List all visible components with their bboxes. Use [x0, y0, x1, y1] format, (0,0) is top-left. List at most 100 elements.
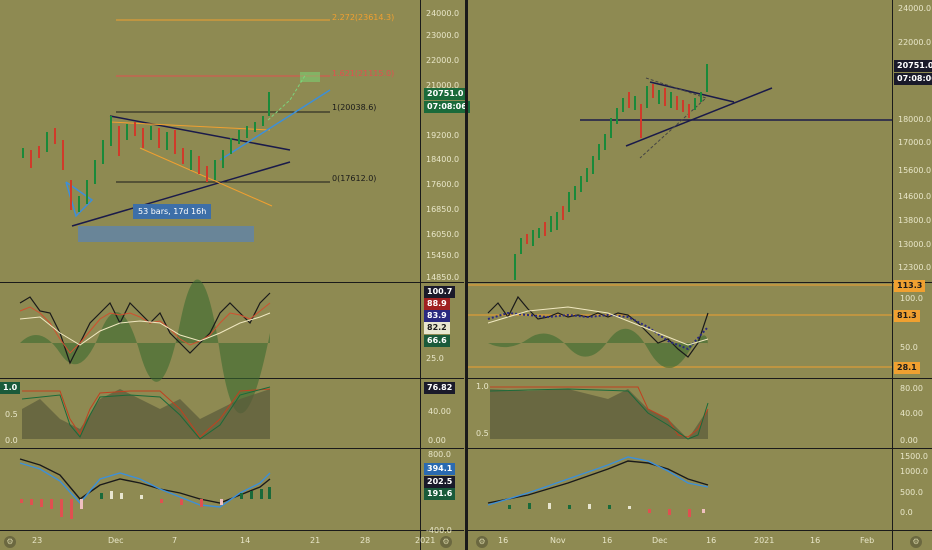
price-tick: 21000.0: [426, 81, 460, 90]
price-tick: 14850.0: [426, 273, 460, 282]
osc1-value: 66.6: [424, 335, 450, 347]
price-tick: 23000.0: [426, 31, 460, 40]
time-tick: 7: [172, 536, 178, 545]
price-tick: 22000.0: [426, 56, 460, 65]
price-tick: 16850.0: [426, 205, 460, 214]
macd-tick: 500.0: [900, 488, 923, 497]
price-tick: 13800.0: [898, 216, 932, 225]
price-tick: 19200.0: [426, 131, 460, 140]
gear-icon[interactable]: ⚙: [4, 536, 16, 548]
osc2-left-label: 1.0: [0, 382, 21, 394]
fib-label-top: 2.272(23614.3): [332, 13, 395, 22]
left-candles: [22, 92, 270, 212]
time-tick: 28: [360, 536, 371, 545]
pane-divider[interactable]: [468, 378, 932, 379]
macd-histogram: [20, 487, 271, 519]
measure-label: 53 bars, 17d 16h: [133, 204, 212, 219]
time-tick: Dec: [108, 536, 124, 545]
osc1-value: 88.9: [424, 298, 450, 310]
pane-divider[interactable]: [468, 282, 932, 283]
osc1-value: 28.1: [894, 362, 920, 374]
osc1-tick: 50.0: [900, 343, 918, 352]
price-tick: 14600.0: [898, 192, 932, 201]
time-tick: Feb: [860, 536, 875, 545]
time-tick: 16: [602, 536, 613, 545]
price-tick: 24000.0: [898, 4, 932, 13]
price-tick: 13000.0: [898, 240, 932, 249]
price-tick: 24000.0: [426, 9, 460, 18]
time-tick: 2021: [754, 536, 775, 545]
price-tick: 18000.0: [898, 115, 932, 124]
time-axis-divider: [468, 530, 932, 531]
osc1-value: 113.3: [894, 280, 926, 292]
fib-label-one: 1(20038.6): [332, 103, 377, 112]
pane-divider[interactable]: [468, 448, 932, 449]
pane-divider[interactable]: [0, 282, 464, 283]
gear-icon[interactable]: ⚙: [476, 536, 488, 548]
osc2-left-tick: 0.5: [5, 410, 18, 419]
right-macd-pane[interactable]: [468, 449, 892, 531]
osc2-tick: 80.00: [900, 384, 923, 393]
gear-icon[interactable]: ⚙: [910, 536, 922, 548]
macd-histogram: [508, 503, 705, 517]
last-price-tag: 20751.0: [424, 88, 467, 100]
left-oscillator-2[interactable]: [0, 379, 420, 449]
time-tick: 21: [310, 536, 321, 545]
measure-range-box: [78, 226, 254, 242]
left-oscillator-1[interactable]: [0, 279, 420, 414]
macd-value: 394.1: [424, 463, 456, 475]
price-tick: 17600.0: [426, 180, 460, 189]
macd-tick: 0.0: [900, 508, 913, 517]
osc2-tick: 0.00: [428, 436, 446, 445]
last-price-tag: 20751.0: [894, 60, 932, 72]
price-tick: 16050.0: [426, 230, 460, 239]
fib-label-mid: 1.621(21115.0): [332, 69, 395, 78]
time-tick: Nov: [550, 536, 566, 545]
gear-icon[interactable]: ⚙: [440, 536, 452, 548]
time-tick: 16: [706, 536, 717, 545]
osc2-left-tick: 0.5: [476, 429, 489, 438]
macd-value: 202.5: [424, 476, 456, 488]
osc2-tick: 40.00: [428, 407, 451, 416]
osc2-tick: 0.00: [900, 436, 918, 445]
left-macd-pane[interactable]: [0, 449, 420, 531]
osc2-left-tick: 1.0: [476, 382, 489, 391]
macd-value: 191.6: [424, 488, 456, 500]
osc1-tick: 25.0: [426, 354, 444, 363]
right-price-pane[interactable]: [468, 0, 892, 282]
right-oscillator-2[interactable]: [468, 379, 892, 449]
macd-tick: -400.0: [426, 526, 452, 535]
osc2-left-tick: 0.0: [5, 436, 18, 445]
price-tick: 18400.0: [426, 155, 460, 164]
pane-divider[interactable]: [0, 448, 464, 449]
osc1-value: 82.2: [424, 322, 450, 334]
price-tick: 15600.0: [898, 166, 932, 175]
time-axis-divider: [0, 530, 464, 531]
fib-label-zero: 0(17612.0): [332, 174, 377, 183]
osc1-tick: 100.0: [900, 294, 923, 303]
macd-tick: 1000.0: [900, 467, 928, 476]
time-tick: 16: [810, 536, 821, 545]
time-tick: 16: [498, 536, 509, 545]
left-chart[interactable]: 2.272(23614.3) 1.621(21115.0) 1(20038.6)…: [0, 0, 470, 550]
chart-splitter[interactable]: [465, 0, 468, 550]
osc1-value: 83.9: [424, 310, 450, 322]
right-candles: [514, 64, 708, 280]
time-tick: 2021: [415, 536, 436, 545]
osc1-value: 81.3: [894, 310, 920, 322]
countdown-tag: 07:08:06: [424, 101, 470, 113]
right-oscillator-1[interactable]: [468, 283, 892, 379]
osc2-tick: 40.00: [900, 409, 923, 418]
time-tick: 23: [32, 536, 43, 545]
price-axis-divider: [420, 0, 421, 550]
price-tick: 22000.0: [898, 38, 932, 47]
left-price-pane[interactable]: [0, 0, 420, 282]
macd-tick: 800.0: [428, 450, 451, 459]
price-tick: 12300.0: [898, 263, 932, 272]
price-axis-divider: [892, 0, 893, 550]
countdown-tag: 07:08:06: [894, 73, 932, 85]
price-tick: 15450.0: [426, 251, 460, 260]
price-tick: 17000.0: [898, 138, 932, 147]
right-chart[interactable]: 24000.0 22000.0 18000.0 17000.0 15600.0 …: [468, 0, 932, 550]
time-tick: Dec: [652, 536, 668, 545]
